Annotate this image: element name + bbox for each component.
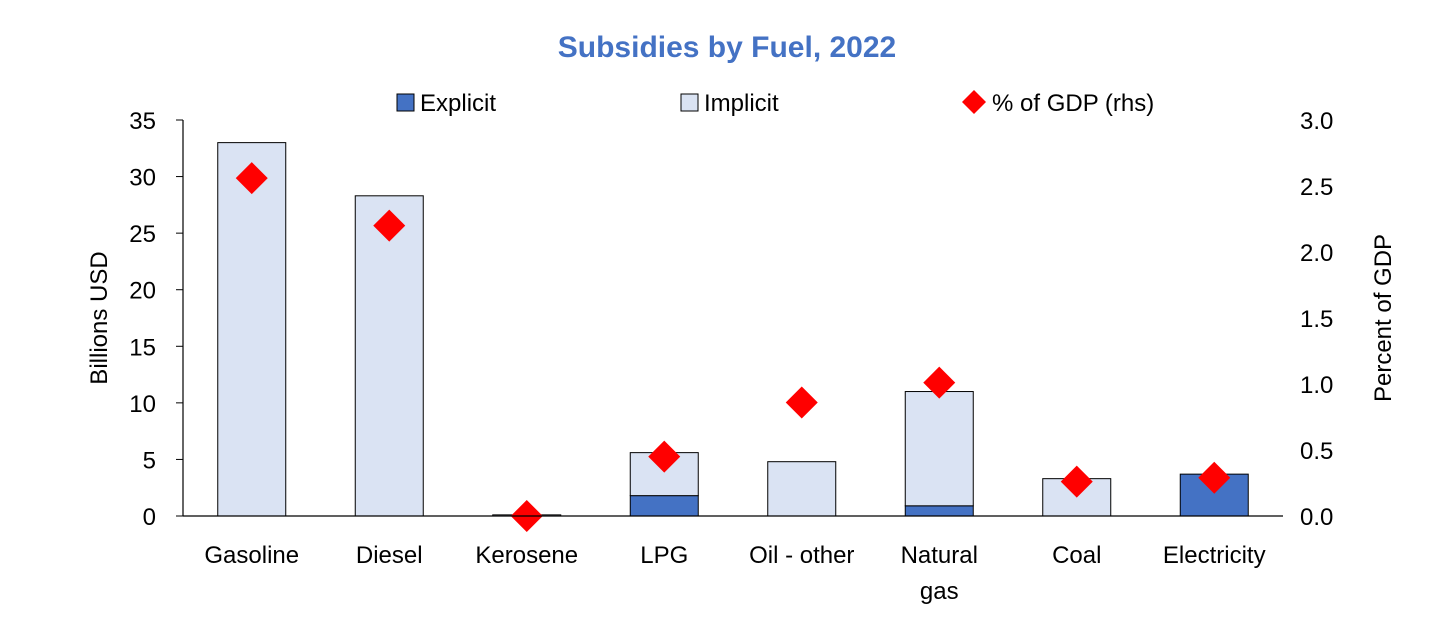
marker-gdp-oil-other (785, 386, 818, 419)
axes-layer: Gasoline Diesel Kerosene LPG Oil - other Natu… (129, 108, 1333, 605)
marker-gdp-coal (1060, 465, 1093, 498)
bar-implicit-diesel (354, 195, 424, 517)
y2-tick-label: 2.0 (1300, 240, 1333, 267)
marker-gdp-natural-gas (923, 366, 956, 399)
bar-implicit-oil-other (767, 461, 837, 517)
x-tick-kerosene: Kerosene (475, 542, 578, 569)
x-tick-oil-other: Oil - other (749, 542, 854, 569)
x-tick-natural-gas: Natural gas (901, 542, 978, 605)
bar-explicit-natural-gas (904, 505, 974, 517)
x-tick-gasoline: Gasoline (204, 542, 299, 569)
y-tick-label: 0 (143, 504, 156, 531)
legend-swatch-implicit (680, 93, 699, 112)
x-tick-diesel: Diesel (356, 542, 423, 569)
y-tick-label: 15 (129, 334, 156, 361)
bars-layer (217, 142, 1249, 517)
marker-gdp-lpg (648, 440, 681, 473)
marker-gdp-diesel (373, 209, 406, 242)
bar-explicit-lpg (629, 495, 699, 517)
y-tick-label: 25 (129, 221, 156, 248)
legend-label-implicit: Implicit (704, 90, 779, 117)
y2-tick-label: 0.0 (1300, 504, 1333, 531)
bar-implicit-lpg (629, 452, 699, 497)
y-tick-label: 20 (129, 278, 156, 305)
y2-tick-label: 3.0 (1300, 108, 1333, 135)
x-tick-electricity: Electricity (1163, 542, 1266, 569)
y2-axis-title: Percent of GDP (1370, 234, 1397, 402)
legend-label-explicit: Explicit (420, 90, 496, 117)
y-axis-title: Billions USD (86, 251, 113, 384)
bar-implicit-natural-gas (904, 391, 974, 507)
chart-title: Subsidies by Fuel, 2022 (558, 31, 896, 64)
y2-tick-label: 1.5 (1300, 306, 1333, 333)
legend: Explicit Implicit % of GDP (rhs) (396, 90, 1154, 117)
y-tick-label: 10 (129, 391, 156, 418)
y2-tick-label: 0.5 (1300, 438, 1333, 465)
y-tick-label: 30 (129, 165, 156, 192)
legend-label-gdp: % of GDP (rhs) (992, 90, 1154, 117)
y2-tick-label: 2.5 (1300, 174, 1333, 201)
legend-marker-gdp (962, 90, 986, 114)
x-tick-coal: Coal (1052, 542, 1101, 569)
bar-implicit-gasoline (217, 142, 287, 517)
x-tick-lpg: LPG (640, 542, 688, 569)
y-tick-label: 35 (129, 108, 156, 135)
y-tick-label: 5 (143, 447, 156, 474)
y2-tick-label: 1.0 (1300, 372, 1333, 399)
legend-swatch-explicit (396, 93, 415, 112)
marker-gdp-electricity (1198, 461, 1231, 494)
marker-gdp-gasoline (235, 162, 268, 195)
